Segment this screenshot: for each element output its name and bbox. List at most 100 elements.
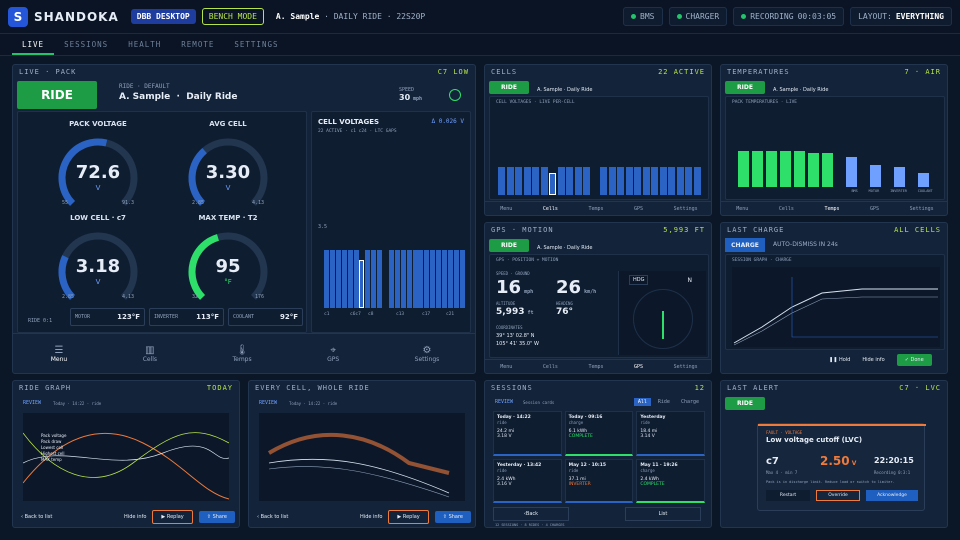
- session-card[interactable]: May 12 · 10:15 ride 37.1 mi INVERTER: [564, 458, 634, 503]
- session-card[interactable]: Yesterday ride 18.4 mi 3.14 V: [636, 411, 705, 456]
- ride-mode-button[interactable]: RIDE: [725, 397, 765, 410]
- cell-bar[interactable]: [642, 167, 650, 195]
- nav-gps[interactable]: GPS: [634, 206, 644, 212]
- tab-health[interactable]: HEALTH: [128, 40, 162, 49]
- temperature-bar[interactable]: [808, 153, 819, 187]
- cell-bar[interactable]: [659, 167, 667, 195]
- cell-bar[interactable]: [634, 167, 641, 195]
- temperature-bar[interactable]: [846, 157, 857, 187]
- nav-menu[interactable]: Menu: [500, 206, 513, 212]
- cell-bar[interactable]: [557, 167, 565, 195]
- cell-bar[interactable]: [583, 167, 590, 195]
- nav-cells[interactable]: Cells: [778, 206, 794, 212]
- cell-bar[interactable]: [341, 250, 347, 308]
- cell-bar[interactable]: [377, 250, 383, 308]
- tab-settings[interactable]: SETTINGS: [234, 40, 279, 49]
- filter-all[interactable]: All: [633, 398, 651, 406]
- nav-menu[interactable]: Menu: [500, 364, 513, 370]
- cell-bar[interactable]: [430, 250, 436, 308]
- nav-settings[interactable]: ⚙ Settings: [414, 344, 440, 363]
- ride-mode-button[interactable]: RIDE: [489, 81, 529, 94]
- cell-bar[interactable]: [617, 167, 624, 195]
- cell-bar[interactable]: [388, 250, 394, 308]
- filter-charge[interactable]: Charge: [680, 399, 699, 405]
- nav-temps[interactable]: Temps: [824, 206, 840, 212]
- temperature-bar[interactable]: [766, 151, 777, 187]
- session-card[interactable]: Today · 14:22 ride 24.2 mi 3.18 V: [493, 411, 562, 456]
- nav-temps[interactable]: Temps: [588, 206, 604, 212]
- cell-bar[interactable]: [329, 250, 335, 308]
- cell-bar[interactable]: [447, 250, 453, 308]
- nav-gps[interactable]: GPS: [634, 364, 644, 370]
- temperature-bar[interactable]: [752, 151, 763, 187]
- nav-gps[interactable]: ⌖ GPS: [327, 344, 340, 363]
- cell-bar[interactable]: [371, 250, 377, 308]
- back-to-list-button[interactable]: ‹ Back to list: [21, 513, 53, 520]
- temperature-bar[interactable]: [738, 151, 749, 187]
- layout-selector[interactable]: LAYOUT: EVERYTHING: [850, 7, 952, 26]
- hide-info-button[interactable]: Hide info: [360, 513, 383, 520]
- cell-bar[interactable]: [359, 260, 365, 308]
- cell-bar[interactable]: [506, 167, 514, 195]
- back-to-list-button[interactable]: ‹ Back to list: [257, 513, 289, 520]
- cell-bar[interactable]: [347, 250, 353, 308]
- cell-bar[interactable]: [400, 250, 406, 308]
- cell-bar[interactable]: [459, 250, 465, 308]
- cell-bar[interactable]: [453, 250, 459, 308]
- replay-button[interactable]: ▶ Replay: [388, 509, 429, 524]
- nav-menu[interactable]: Menu: [736, 206, 749, 212]
- cell-bar[interactable]: [498, 167, 505, 195]
- share-button[interactable]: ⇪ Share: [198, 510, 235, 523]
- recording-status[interactable]: RECORDING 00:03:05: [733, 7, 845, 26]
- temperature-bar[interactable]: [870, 165, 881, 187]
- cell-bar[interactable]: [424, 250, 430, 308]
- cell-bar[interactable]: [574, 167, 582, 195]
- filter-ride[interactable]: Ride: [657, 399, 670, 405]
- back-button[interactable]: ‹ Back: [493, 507, 569, 521]
- cell-bar[interactable]: [406, 250, 412, 308]
- override-button[interactable]: Override: [816, 490, 860, 501]
- ride-mode-button[interactable]: RIDE: [725, 81, 765, 94]
- replay-button[interactable]: ▶ Replay: [152, 509, 193, 524]
- temperature-bar[interactable]: [780, 151, 791, 187]
- temperature-bar[interactable]: [918, 173, 929, 187]
- nav-menu[interactable]: ☰ Menu: [50, 344, 68, 363]
- cell-bar[interactable]: [324, 250, 329, 308]
- list-button[interactable]: List: [625, 507, 701, 521]
- temperature-bar[interactable]: [822, 153, 833, 187]
- temperature-bar[interactable]: [794, 151, 805, 187]
- cell-bar[interactable]: [676, 167, 684, 195]
- nav-gps[interactable]: GPS: [870, 206, 880, 212]
- nav-temps[interactable]: Temps: [588, 364, 604, 370]
- nav-settings[interactable]: Settings: [673, 206, 698, 212]
- nav-temps[interactable]: 🌡 Temps: [232, 344, 252, 363]
- cell-bar[interactable]: [365, 250, 371, 308]
- session-card[interactable]: Yesterday · 13:42 ride 2.4 kWh 3.16 V: [493, 458, 562, 503]
- cell-bar[interactable]: [549, 173, 556, 195]
- nav-cells[interactable]: Cells: [542, 206, 558, 212]
- cell-bar[interactable]: [335, 250, 341, 308]
- charge-mode-button[interactable]: CHARGE: [725, 238, 765, 252]
- cell-bar[interactable]: [668, 167, 675, 195]
- acknowledge-button[interactable]: Acknowledge: [866, 490, 918, 501]
- nav-settings[interactable]: Settings: [673, 364, 698, 370]
- hide-info-button[interactable]: Hide info: [124, 513, 147, 520]
- session-card[interactable]: May 11 · 19:26 charge 2.4 kWh COMPLETE: [636, 458, 705, 503]
- gps-target-icon[interactable]: [449, 89, 461, 101]
- cell-bar[interactable]: [540, 167, 548, 195]
- cell-bar[interactable]: [625, 167, 633, 195]
- cell-bar[interactable]: [566, 167, 573, 195]
- temperature-bar[interactable]: [894, 167, 905, 187]
- cell-bar[interactable]: [442, 250, 447, 308]
- nav-cells[interactable]: ▥ Cells: [142, 344, 158, 363]
- cell-bar[interactable]: [353, 250, 359, 308]
- cell-bar[interactable]: [685, 167, 692, 195]
- cell-bar[interactable]: [523, 167, 531, 195]
- hide-info-button[interactable]: Hide info: [862, 357, 885, 363]
- ride-mode-button[interactable]: RIDE: [489, 239, 529, 252]
- hold-button[interactable]: ❚❚ Hold: [829, 357, 851, 363]
- charger-status[interactable]: CHARGER: [668, 7, 728, 26]
- bms-status[interactable]: BMS: [623, 7, 663, 26]
- cell-bar[interactable]: [532, 167, 539, 195]
- nav-cells[interactable]: Cells: [542, 364, 558, 370]
